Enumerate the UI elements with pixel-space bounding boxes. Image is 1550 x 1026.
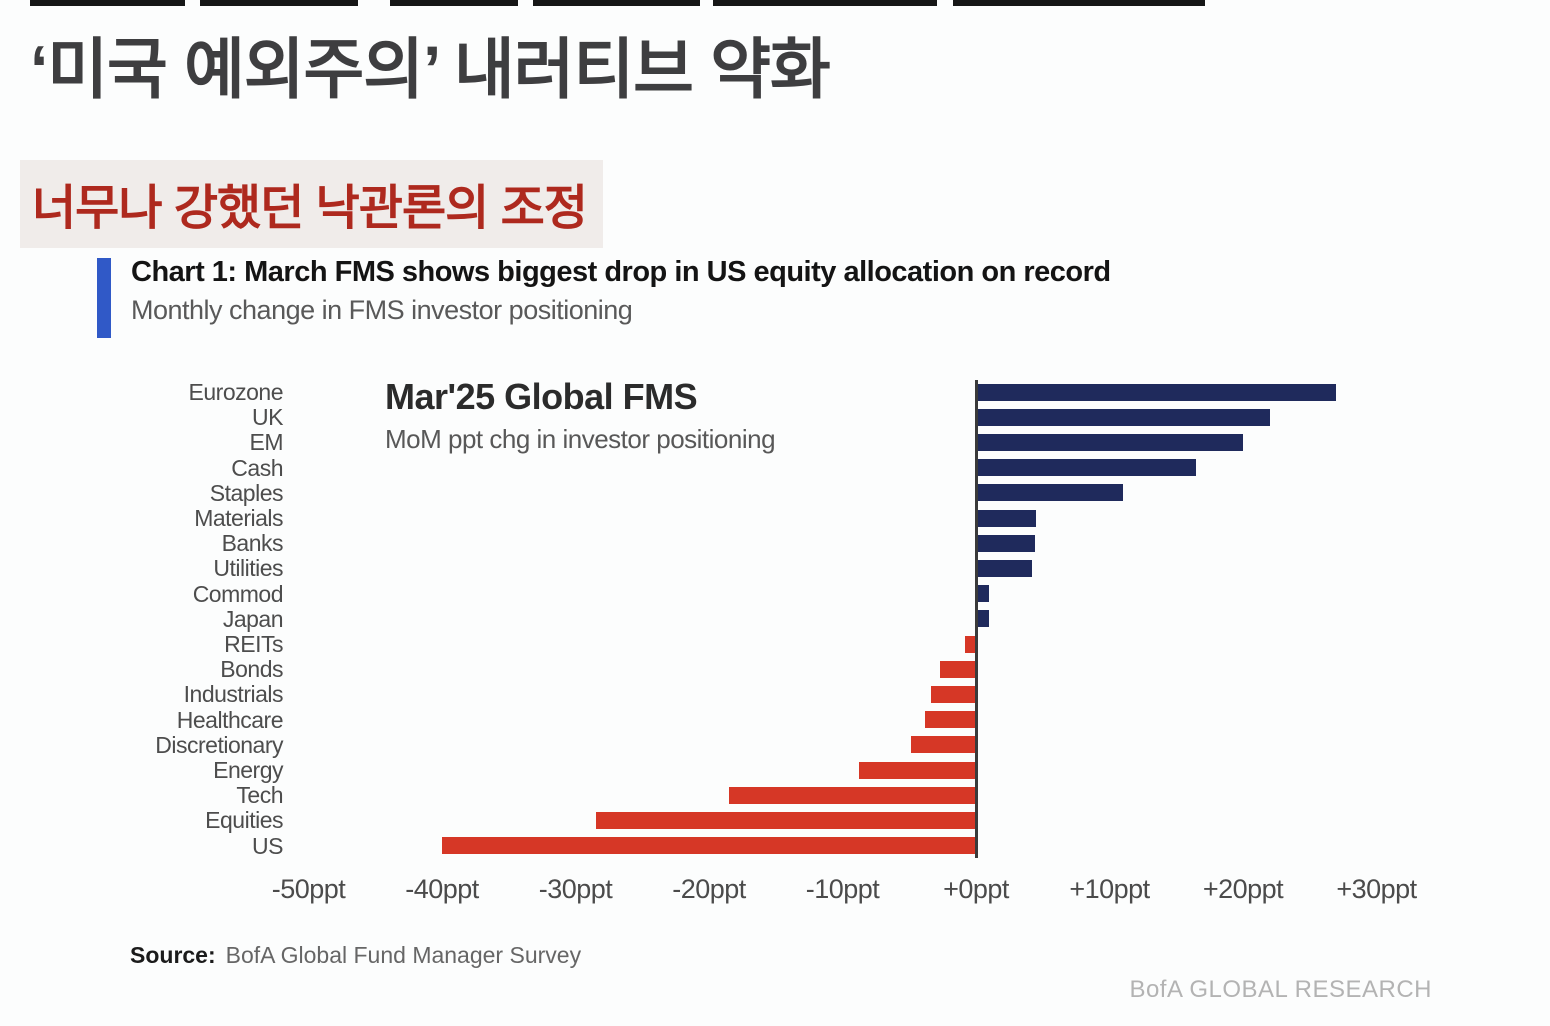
chart-annotation-subtitle: MoM ppt chg in investor positioning <box>385 424 776 454</box>
cropped-text-fragment <box>713 0 937 6</box>
category-label-banks: Banks <box>221 530 284 557</box>
bar-banks <box>976 534 1035 552</box>
page-title: ‘미국 예외주의’ 내러티브 약화 <box>30 32 831 106</box>
bar-energy <box>858 761 976 779</box>
bar-healthcare <box>925 711 976 729</box>
bar-reits <box>965 635 976 653</box>
category-label-bonds: Bonds <box>220 656 283 683</box>
category-label-cash: Cash <box>231 454 283 481</box>
x-axis-tick-label: -50ppt <box>271 874 346 904</box>
bar-utilities <box>976 559 1033 577</box>
cropped-text-fragment <box>30 0 185 6</box>
chart-title: Chart 1: March FMS shows biggest drop in… <box>131 256 1111 288</box>
bar-em <box>976 433 1243 451</box>
category-label-uk: UK <box>252 404 283 431</box>
cropped-text-fragment <box>953 0 1205 6</box>
x-axis-tick-label: -10ppt <box>805 874 880 904</box>
x-axis-tick-label: +30ppt <box>1336 874 1417 904</box>
bar-staples <box>976 484 1123 502</box>
section-subtitle-highlighted: 너무나 강했던 낙관론의 조정 <box>20 160 603 248</box>
cropped-text-fragment <box>390 0 518 6</box>
bar-chart: Mar'25 Global FMS MoM ppt chg in investo… <box>0 370 1550 930</box>
x-axis-tick-label: -30ppt <box>538 874 613 904</box>
bar-japan <box>976 610 990 628</box>
bar-materials <box>976 509 1037 527</box>
zero-axis-line <box>974 379 978 859</box>
bar-uk <box>976 408 1270 426</box>
chart-annotation-title: Mar'25 Global FMS <box>385 376 698 417</box>
category-label-em: EM <box>249 429 284 456</box>
category-label-staples: Staples <box>209 479 284 506</box>
bar-discretionary <box>910 736 976 754</box>
category-label-utilities: Utilities <box>213 555 283 582</box>
category-label-tech: Tech <box>236 782 283 809</box>
bar-commod <box>976 585 990 603</box>
chart-subtitle: Monthly change in FMS investor positioni… <box>131 295 633 325</box>
bar-tech <box>729 786 976 804</box>
category-label-equities: Equities <box>205 807 283 834</box>
category-label-japan: Japan <box>222 605 284 632</box>
source-line: Source: BofA Global Fund Manager Survey <box>130 942 581 969</box>
x-axis-tick-label: -40ppt <box>405 874 479 904</box>
bar-equities <box>595 811 976 829</box>
accent-bar <box>97 258 111 338</box>
x-axis-tick-label: +10ppt <box>1069 874 1150 904</box>
bar-eurozone <box>976 383 1337 401</box>
bar-industrials <box>930 685 976 703</box>
category-label-industrials: Industrials <box>183 681 284 708</box>
cropped-text-fragment <box>533 0 700 6</box>
category-label-us: US <box>252 832 283 859</box>
category-label-discretionary: Discretionary <box>155 731 283 758</box>
cropped-text-fragment <box>200 0 358 6</box>
source-label: Source: <box>130 942 216 968</box>
category-label-reits: REITs <box>224 631 283 657</box>
category-label-eurozone: Eurozone <box>188 379 284 405</box>
bar-bonds <box>939 660 976 678</box>
bar-us <box>442 837 976 855</box>
chart-header: Chart 1: March FMS shows biggest drop in… <box>97 256 1397 338</box>
category-label-healthcare: Healthcare <box>176 706 284 733</box>
source-text: BofA Global Fund Manager Survey <box>225 942 582 968</box>
x-axis-tick-label: -20ppt <box>672 874 746 904</box>
category-label-commod: Commod <box>192 580 284 607</box>
category-label-energy: Energy <box>213 757 283 783</box>
x-axis-tick-label: +0ppt <box>943 874 1009 904</box>
bar-cash <box>976 459 1197 477</box>
category-label-materials: Materials <box>194 505 283 531</box>
x-axis-tick-label: +20ppt <box>1202 874 1284 904</box>
research-credit: BofA GLOBAL RESEARCH <box>1129 976 1432 1003</box>
